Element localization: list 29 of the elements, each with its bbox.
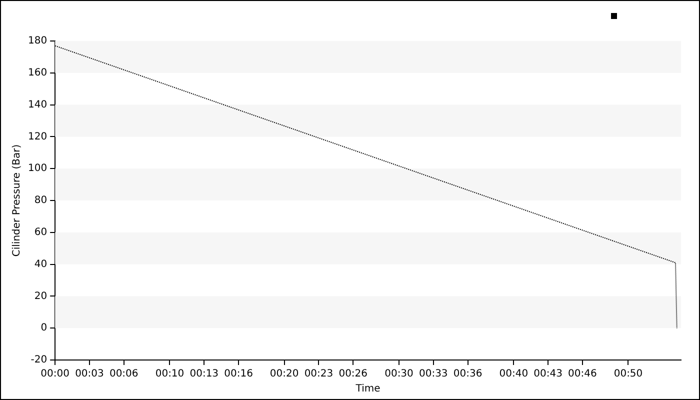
y-tick-label: 120 — [28, 131, 48, 142]
x-tick-label: 00:46 — [568, 368, 597, 380]
x-tick-label: 00:23 — [304, 368, 334, 380]
y-tick-label: 40 — [34, 258, 48, 270]
x-tick-label: 00:00 — [40, 368, 70, 380]
x-tick-label: 00:30 — [384, 368, 414, 380]
x-tick-label: 00:13 — [190, 368, 219, 380]
x-tick-label: 00:50 — [614, 368, 643, 380]
x-tick-label: 00:40 — [499, 368, 528, 380]
y-tick-label: 60 — [34, 226, 48, 238]
y-tick-label: 160 — [28, 67, 48, 78]
y-tick-label: 100 — [28, 163, 48, 174]
y-tick-label: -20 — [30, 354, 48, 366]
x-tick-label: 00:43 — [534, 368, 562, 380]
x-tick-label: 00:36 — [453, 368, 482, 380]
y-tick-label: 180 — [28, 36, 48, 47]
x-tick-label: 00:26 — [338, 368, 368, 380]
y-tick-label: 20 — [34, 290, 48, 302]
x-axis-title: Time — [354, 384, 380, 395]
y-axis-title: Cilinder Pressure (Bar) — [12, 144, 23, 257]
x-tick-label: 00:03 — [75, 368, 104, 380]
y-tick-label: 140 — [28, 99, 48, 110]
y-tick-label: 0 — [40, 322, 48, 334]
x-tick-label: 00:20 — [270, 368, 299, 380]
x-tick-label: 00:16 — [224, 368, 253, 380]
x-tick-label: 00:10 — [155, 368, 184, 380]
x-tick-label: 00:06 — [109, 368, 138, 380]
y-tick-label: 80 — [34, 195, 48, 206]
x-tick-label: 00:33 — [418, 368, 448, 380]
